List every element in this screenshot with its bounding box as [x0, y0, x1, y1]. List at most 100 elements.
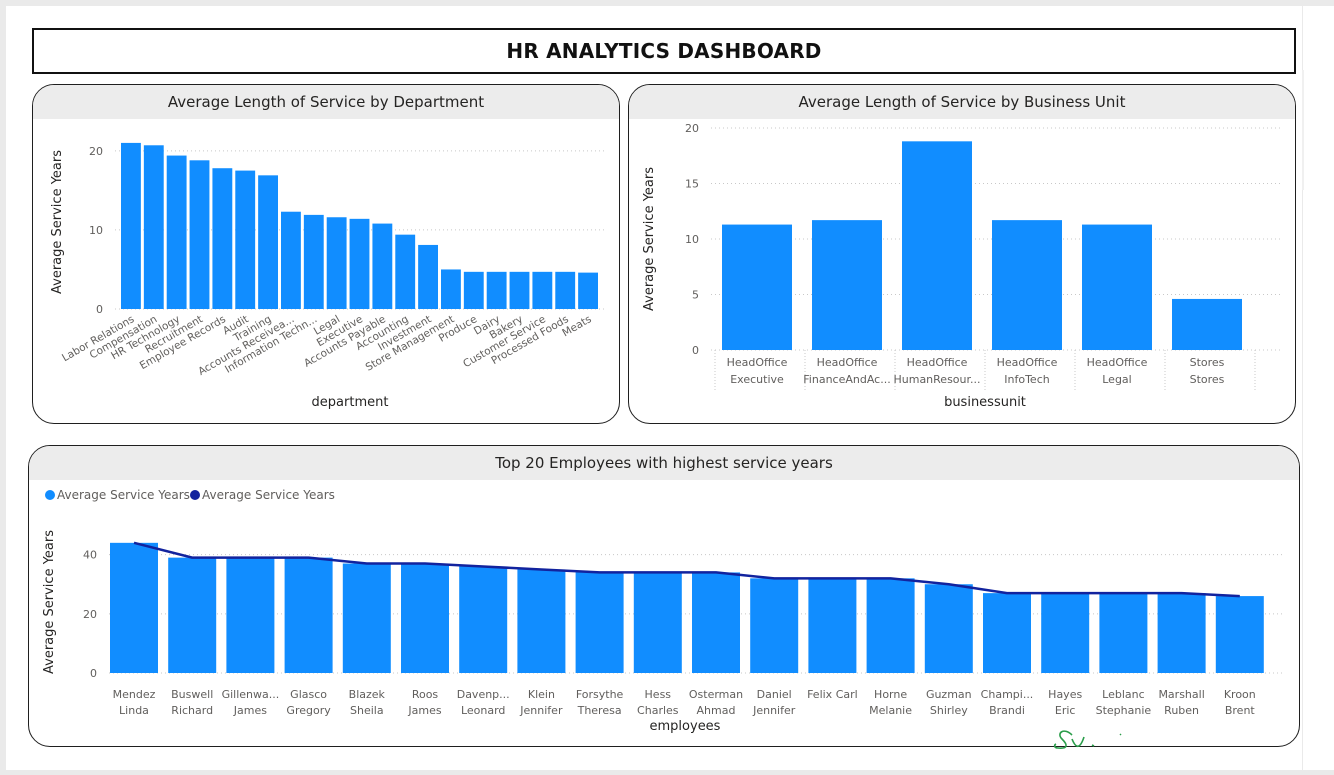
dept-bar — [303, 214, 324, 309]
emp-bar — [808, 578, 857, 673]
emp-x-tick-label-line1: Buswell — [171, 688, 213, 701]
canvas-edge — [1303, 6, 1334, 770]
dept-bar — [326, 217, 347, 309]
emp-bar — [284, 557, 333, 673]
bu-y-tick-label: 10 — [685, 233, 699, 246]
employees-chart-title: Top 20 Employees with highest service ye… — [29, 446, 1299, 480]
emp-x-axis-title: employees — [650, 719, 721, 734]
emp-bar — [342, 563, 391, 673]
emp-x-tick-label-line1: Forsythe — [576, 688, 624, 701]
dept-bar — [578, 272, 598, 309]
dept-bar — [258, 175, 278, 309]
bu-bar — [1082, 224, 1152, 350]
emp-x-tick-label-line2: Linda — [119, 704, 149, 717]
emp-x-tick-label-line1: Daniel — [757, 688, 792, 701]
business-unit-chart-title: Average Length of Service by Business Un… — [629, 85, 1295, 119]
emp-x-tick-label-line2: Theresa — [577, 704, 622, 717]
dept-y-tick-label: 20 — [89, 145, 103, 158]
dept-x-axis-title: department — [312, 395, 389, 410]
dept-bar — [486, 271, 507, 309]
business-unit-chart-card[interactable]: Average Length of Service by Business Un… — [628, 84, 1296, 424]
bu-x-axis-title: businessunit — [944, 395, 1026, 410]
dept-bar — [441, 269, 461, 309]
bu-x-tick-label-line1: HeadOffice — [727, 356, 788, 369]
emp-bar — [633, 572, 682, 673]
scrollbar-track[interactable] — [1302, 70, 1304, 190]
department-chart-card[interactable]: Average Length of Service by Department … — [32, 84, 620, 424]
emp-x-tick-label-line1: Osterman — [689, 688, 743, 701]
bu-y-axis-title: Average Service Years — [642, 167, 657, 311]
legend-label-bar: Average Service Years — [57, 488, 190, 502]
dept-y-tick-label: 10 — [89, 224, 103, 237]
emp-x-tick-label-line2: James — [407, 704, 441, 717]
emp-x-tick-label-line2: Richard — [171, 704, 213, 717]
bu-x-tick-label-line2: HumanResour... — [893, 373, 980, 386]
emp-bar — [1099, 593, 1148, 673]
emp-x-tick-label-line1: Horne — [874, 688, 907, 701]
emp-x-tick-label-line1: Gillenwa... — [222, 688, 280, 701]
emp-y-axis-title: Average Service Years — [42, 530, 57, 674]
bu-y-tick-label: 15 — [685, 178, 699, 191]
bu-bar — [722, 224, 792, 350]
emp-x-tick-label-line2: Stephanie — [1096, 704, 1152, 717]
emp-bar — [459, 566, 508, 673]
dept-bar — [463, 271, 484, 309]
emp-y-tick-label: 20 — [83, 608, 97, 621]
handwritten-signature — [1053, 730, 1122, 749]
dept-bar — [143, 145, 164, 309]
emp-bar — [517, 569, 566, 673]
emp-bar — [226, 557, 275, 673]
dept-bar — [121, 142, 141, 309]
emp-y-tick-label: 40 — [83, 549, 97, 562]
bu-x-tick-label-line1: HeadOffice — [997, 356, 1058, 369]
employees-chart-card[interactable]: Top 20 Employees with highest service ye… — [28, 445, 1300, 747]
dept-y-tick-label: 0 — [96, 303, 103, 316]
emp-x-tick-label-line2: Shirley — [930, 704, 968, 717]
emp-x-tick-label-line2: Jennifer — [519, 704, 563, 717]
bu-y-tick-label: 20 — [685, 122, 699, 135]
dept-y-axis-title: Average Service Years — [50, 150, 65, 294]
emp-bar — [1157, 593, 1206, 673]
emp-x-tick-label-line1: Davenp... — [457, 688, 510, 701]
dept-bar — [555, 271, 576, 309]
bu-x-tick-label-line2: Stores — [1190, 373, 1225, 386]
dept-bar — [189, 160, 210, 309]
emp-x-tick-label-line2: James — [233, 704, 267, 717]
bu-x-tick-label-line2: FinanceAndAc... — [803, 373, 890, 386]
dept-bar — [166, 155, 187, 309]
emp-x-tick-label-line2: Brandi — [989, 704, 1025, 717]
emp-x-tick-label-line1: Glasco — [290, 688, 327, 701]
dept-bar — [395, 234, 416, 309]
dept-bar — [281, 211, 301, 309]
emp-x-tick-label-line1: Blazek — [349, 688, 386, 701]
dept-bar — [372, 223, 393, 309]
emp-bar — [1041, 593, 1090, 673]
emp-bar — [168, 557, 217, 673]
business-unit-bar-chart[interactable]: 0 5 10 15 20 Average Service Years HeadOffice E… — [629, 85, 1296, 424]
bu-x-tick-label-line2: Legal — [1102, 373, 1131, 386]
department-chart-title: Average Length of Service by Department — [33, 85, 619, 119]
emp-x-tick-label-line1: Leblanc — [1102, 688, 1145, 701]
bu-y-tick-label: 0 — [692, 344, 699, 357]
bu-bar — [1172, 298, 1242, 350]
dept-bar — [509, 271, 530, 309]
emp-x-tick-label-line2: Jennifer — [752, 704, 796, 717]
emp-bar — [866, 578, 915, 673]
dept-bar — [418, 244, 438, 309]
emp-bar — [575, 572, 624, 673]
bu-x-tick-label-line1: Stores — [1190, 356, 1225, 369]
emp-x-tick-label-line2: Sheila — [350, 704, 384, 717]
emp-x-tick-label-line2: Ruben — [1164, 704, 1199, 717]
dept-bar — [349, 218, 370, 309]
dashboard-title: HR ANALYTICS DASHBOARD — [506, 39, 822, 63]
emp-x-tick-label-line1: Mendez — [113, 688, 156, 701]
emp-x-tick-label-line1: Roos — [412, 688, 439, 701]
employees-combo-chart[interactable]: 0 20 40 Average Service Years Average Servic… — [29, 446, 1300, 747]
emp-x-tick-label-line1: Felix Carl — [807, 688, 858, 701]
emp-x-tick-label-line2: Melanie — [869, 704, 912, 717]
bu-bar — [902, 141, 972, 350]
dashboard-title-box: HR ANALYTICS DASHBOARD — [32, 28, 1296, 74]
emp-bar — [692, 572, 740, 673]
emp-x-tick-label-line2: Brent — [1225, 704, 1256, 717]
